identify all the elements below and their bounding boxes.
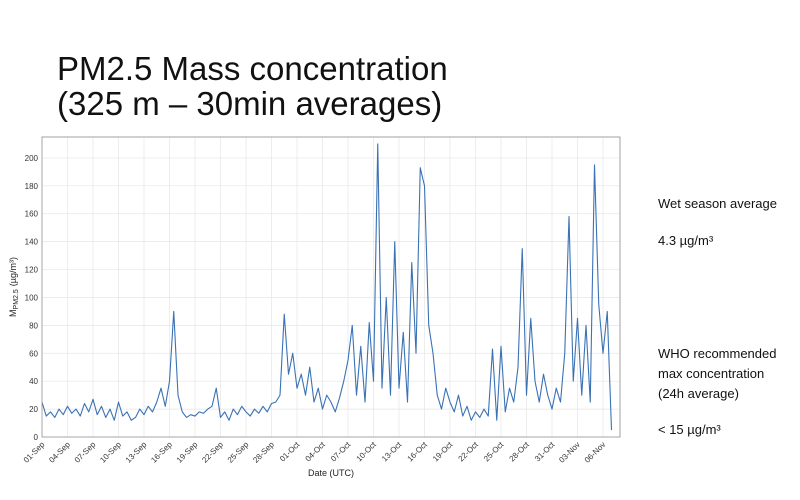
plot-frame — [41, 136, 621, 438]
x-tick-label: 01-Oct — [278, 440, 302, 464]
y-tick-label: 180 — [25, 182, 39, 191]
x-tick-label: 19-Oct — [431, 440, 455, 464]
y-tick-label: 40 — [29, 377, 38, 386]
x-tick-label: 31-Oct — [533, 440, 557, 464]
y-tick-label: 0 — [34, 433, 39, 442]
y-tick-label: 60 — [29, 349, 38, 358]
x-tick-label: 04-Oct — [304, 440, 328, 464]
y-axis-label: MPM2.5 (µg/m³) — [8, 257, 20, 317]
x-tick-label: 25-Sep — [226, 440, 251, 465]
note: < 15 µg/m³ — [658, 422, 721, 437]
y-tick-label: 160 — [25, 210, 39, 219]
x-tick-label: 16-Oct — [406, 440, 430, 464]
x-tick-label: 13-Sep — [124, 440, 149, 465]
y-tick-label: 20 — [29, 405, 38, 414]
x-tick-label: 22-Oct — [457, 440, 481, 464]
x-tick-label: 28-Oct — [508, 440, 532, 464]
y-tick-label: 140 — [25, 238, 39, 247]
x-tick-label: 03-Nov — [557, 440, 582, 465]
x-tick-label: 01-Sep — [22, 440, 47, 465]
note: WHO recommended — [658, 346, 776, 361]
y-label-subscript: PM2.5 — [13, 289, 20, 309]
x-axis-label: Date (UTC) — [308, 468, 354, 478]
x-tick-label: 16-Sep — [149, 440, 174, 465]
note: (24h average) — [658, 386, 739, 401]
x-tick-label: 04-Sep — [47, 440, 72, 465]
x-tick-label: 07-Oct — [329, 440, 353, 464]
data-line — [41, 143, 613, 431]
note: Wet season average — [658, 196, 777, 211]
x-tick-label: 10-Oct — [355, 440, 379, 464]
x-tick-label: 13-Oct — [380, 440, 404, 464]
y-tick-label: 200 — [25, 154, 39, 163]
y-tick-label: 80 — [29, 321, 38, 330]
y-label-unit: (µg/m³) — [8, 257, 18, 286]
x-tick-label: 28-Sep — [251, 440, 276, 465]
y-tick-label: 120 — [25, 266, 39, 275]
note: 4.3 µg/m³ — [658, 233, 714, 248]
y-label-symbol: M — [8, 309, 18, 317]
slide-title: (325 m – 30min averages) — [57, 85, 442, 122]
x-tick-label: 06-Nov — [583, 440, 608, 465]
x-tick-label: 07-Sep — [73, 440, 98, 465]
x-tick-label: 19-Sep — [175, 440, 200, 465]
plot-area — [41, 136, 621, 438]
x-tick-label: 25-Oct — [482, 440, 506, 464]
slide-title: PM2.5 Mass concentration — [57, 50, 448, 87]
y-tick-label: 100 — [25, 293, 39, 302]
note: max concentration — [658, 366, 764, 381]
x-tick-label: 10-Sep — [98, 440, 123, 465]
x-tick-label: 22-Sep — [200, 440, 225, 465]
